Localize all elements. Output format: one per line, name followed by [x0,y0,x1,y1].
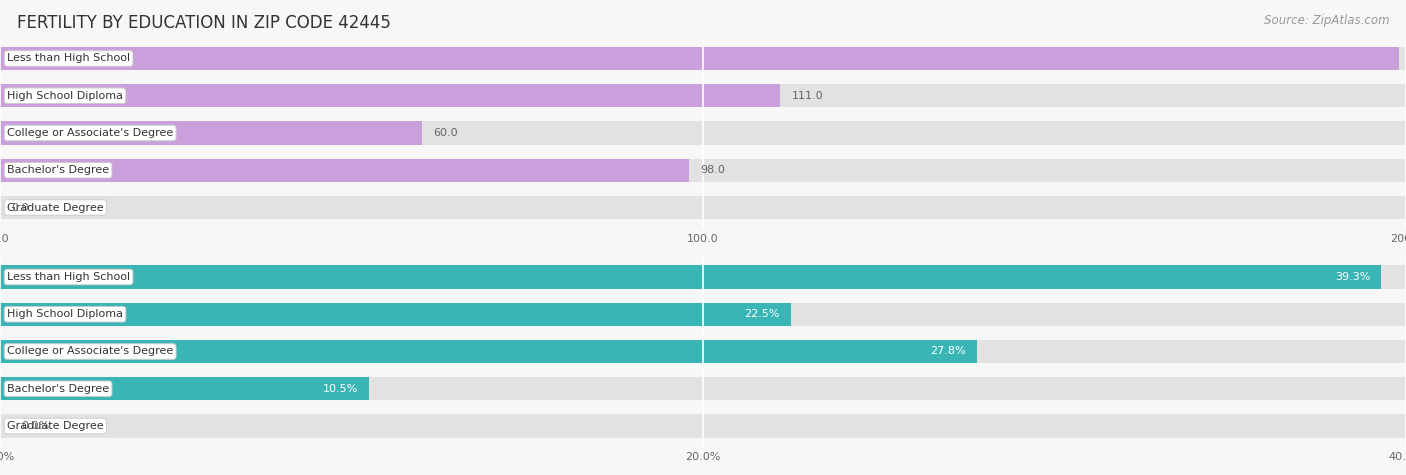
Bar [0,266,1381,288]
Text: FERTILITY BY EDUCATION IN ZIP CODE 42445: FERTILITY BY EDUCATION IN ZIP CODE 42445 [17,14,391,32]
Text: Less than High School: Less than High School [7,272,131,282]
Text: Bachelor's Degree: Bachelor's Degree [7,384,110,394]
Bar [0,159,689,182]
Text: Source: ZipAtlas.com: Source: ZipAtlas.com [1264,14,1389,27]
Bar [0,266,1406,288]
Bar [0,340,1406,363]
Bar [0,303,790,326]
Bar [0,84,780,107]
Bar [0,47,1399,70]
Text: 98.0: 98.0 [700,165,725,175]
Bar [0,340,977,363]
Text: 0.0: 0.0 [11,202,30,212]
Bar [0,377,368,400]
Bar [0,377,1406,400]
Text: 60.0: 60.0 [433,128,458,138]
Text: 39.3%: 39.3% [1334,272,1369,282]
Text: College or Associate's Degree: College or Associate's Degree [7,128,173,138]
Text: Graduate Degree: Graduate Degree [7,421,104,431]
Text: High School Diploma: High School Diploma [7,309,124,319]
Text: 0.0%: 0.0% [21,421,49,431]
Bar [0,415,1406,437]
Bar [0,196,1406,219]
Bar [0,122,1406,144]
Text: 111.0: 111.0 [792,91,823,101]
Text: 10.5%: 10.5% [322,384,357,394]
Text: College or Associate's Degree: College or Associate's Degree [7,346,173,357]
Bar [0,122,422,144]
Bar [0,303,1406,326]
Text: 27.8%: 27.8% [931,346,966,357]
Text: Graduate Degree: Graduate Degree [7,202,104,212]
Text: Less than High School: Less than High School [7,54,131,64]
Text: High School Diploma: High School Diploma [7,91,124,101]
Bar [0,159,1406,182]
Bar [0,47,1406,70]
Text: Bachelor's Degree: Bachelor's Degree [7,165,110,175]
Text: 22.5%: 22.5% [744,309,779,319]
Bar [0,84,1406,107]
